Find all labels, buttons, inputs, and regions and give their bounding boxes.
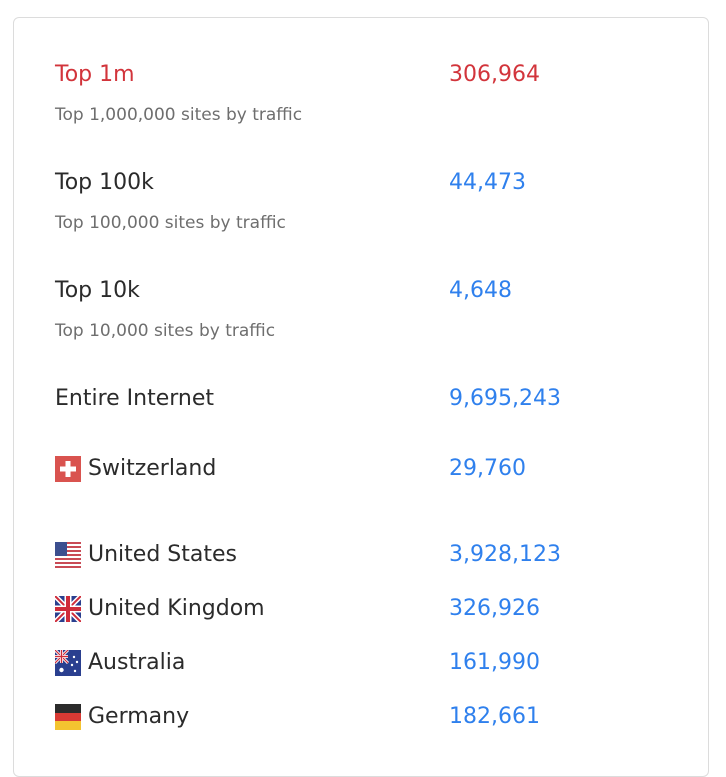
uk-flag-icon — [55, 596, 81, 622]
ranking-subtitle: Top 100,000 sites by traffic — [55, 213, 286, 233]
country-label[interactable]: Australia — [55, 648, 185, 678]
country-name: Australia — [88, 650, 186, 675]
germany-flag-icon — [55, 704, 81, 730]
ranking-subtitle: Top 10,000 sites by traffic — [55, 321, 276, 341]
ranking-label[interactable]: Top 10k — [55, 278, 140, 303]
ranking-value[interactable]: 9,695,243 — [449, 386, 561, 411]
country-row-switzerland[interactable]: Switzerland 29,760 — [14, 454, 708, 486]
country-value[interactable]: 161,990 — [449, 650, 540, 675]
country-label[interactable]: Switzerland — [55, 454, 216, 484]
ranking-card: Top 1m 306,964 Top 1,000,000 sites by tr… — [13, 17, 709, 777]
country-name: United States — [88, 542, 237, 567]
ranking-row-top-10k[interactable]: Top 10k 4,648 Top 10,000 sites by traffi… — [14, 276, 708, 346]
ranking-subtitle: Top 1,000,000 sites by traffic — [55, 105, 303, 125]
swiss-flag-icon — [55, 456, 81, 482]
ranking-label[interactable]: Top 100k — [55, 170, 154, 195]
country-value[interactable]: 3,928,123 — [449, 542, 561, 567]
ranking-value[interactable]: 44,473 — [449, 170, 526, 195]
ranking-value[interactable]: 306,964 — [449, 62, 540, 87]
us-flag-icon — [55, 542, 81, 568]
country-row-australia[interactable]: Australia 161,990 — [14, 648, 708, 680]
country-row-united-kingdom[interactable]: United Kingdom 326,926 — [14, 594, 708, 626]
country-label[interactable]: United States — [55, 540, 237, 570]
ranking-row-entire-internet[interactable]: Entire Internet 9,695,243 — [14, 384, 708, 416]
ranking-label[interactable]: Top 1m — [55, 62, 135, 87]
country-row-united-states[interactable]: United States 3,928,123 — [14, 540, 708, 572]
country-value[interactable]: 326,926 — [449, 596, 540, 621]
country-name: Switzerland — [88, 456, 217, 481]
country-value[interactable]: 29,760 — [449, 456, 526, 481]
ranking-row-top-1m[interactable]: Top 1m 306,964 Top 1,000,000 sites by tr… — [14, 60, 708, 130]
ranking-row-top-100k[interactable]: Top 100k 44,473 Top 100,000 sites by tra… — [14, 168, 708, 238]
country-label[interactable]: United Kingdom — [55, 594, 265, 624]
country-name: United Kingdom — [88, 596, 265, 621]
australia-flag-icon — [55, 650, 81, 676]
country-label[interactable]: Germany — [55, 702, 189, 732]
ranking-label[interactable]: Entire Internet — [55, 386, 215, 411]
country-value[interactable]: 182,661 — [449, 704, 540, 729]
country-row-germany[interactable]: Germany 182,661 — [14, 702, 708, 734]
country-name: Germany — [88, 704, 190, 729]
ranking-value[interactable]: 4,648 — [449, 278, 512, 303]
